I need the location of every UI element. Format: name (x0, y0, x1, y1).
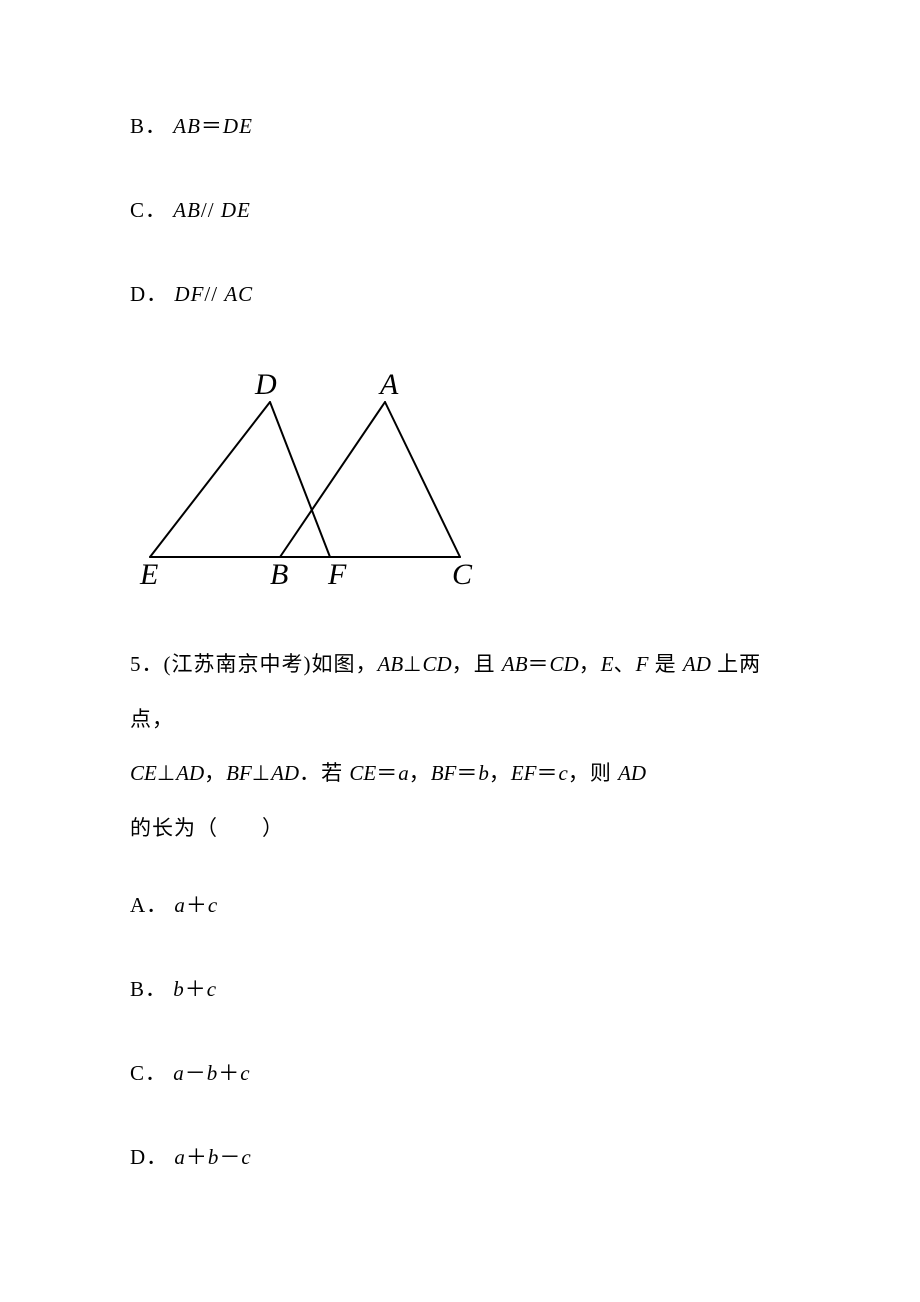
q5-eq3: ＝ (456, 761, 478, 785)
q5-perp2: ⊥ (157, 761, 176, 785)
option-B-prefix: B． (130, 114, 167, 138)
choice-D-op1: ＋ (186, 1145, 208, 1169)
choice-D: D． a＋b－c (130, 1141, 800, 1171)
q5-conj1: ，且 (452, 652, 502, 676)
q5-var-b: b (478, 761, 489, 785)
q5-seg9: AD (618, 761, 646, 785)
svg-text:F: F (327, 558, 347, 591)
triangle-svg: D A E B F C (130, 362, 490, 592)
svg-text:C: C (452, 558, 473, 591)
choice-A-a: a (174, 893, 186, 917)
q5-seg5b: AD (271, 761, 299, 785)
option-C-prefix: C． (130, 198, 167, 222)
svg-text:E: E (139, 558, 158, 591)
option-B-lhs: AB (173, 114, 201, 138)
choice-B: B． b＋c (130, 973, 800, 1003)
q5-tail2: 的长为（ ） (130, 816, 284, 840)
choice-B-b: c (207, 977, 217, 1001)
q5-conj3: ， (204, 761, 226, 785)
q5-conj4: ， (409, 761, 431, 785)
q5-pts-sep: 、 (614, 652, 636, 676)
choice-D-b: b (208, 1145, 220, 1169)
choice-C-op1: － (185, 1061, 207, 1085)
option-B: B． AB＝DE (130, 110, 800, 140)
q5-seg3: AD (683, 652, 711, 676)
choice-A-prefix: A． (130, 893, 168, 917)
q5-seg4a: CE (130, 761, 157, 785)
q5-eq4: ＝ (537, 761, 559, 785)
triangle-diagram: D A E B F C (130, 362, 800, 597)
q5-var-c: c (559, 761, 568, 785)
q5-seg2b: CD (550, 652, 579, 676)
choice-B-a: b (173, 977, 185, 1001)
q5-period: ．若 (299, 761, 349, 785)
choice-C-a: a (173, 1061, 185, 1085)
q5-eq2: ＝ (376, 761, 398, 785)
choice-C: C． a－b＋c (130, 1057, 800, 1087)
choice-A-b: c (208, 893, 218, 917)
q5-num: 5． (130, 652, 164, 676)
option-C-lhs: AB (173, 198, 201, 222)
q5-src: (江苏南京中考)如图， (164, 652, 378, 676)
q5-seg4b: AD (176, 761, 204, 785)
option-B-rhs: DE (223, 114, 253, 138)
q5-conj2: ， (579, 652, 601, 676)
option-D-lhs: DF (174, 282, 204, 306)
choice-D-prefix: D． (130, 1145, 168, 1169)
option-B-rel: ＝ (201, 114, 223, 138)
q5-perp3: ⊥ (252, 761, 271, 785)
svg-text:D: D (254, 368, 277, 401)
q5-seg7a: BF (431, 761, 457, 785)
q5-perp1: ⊥ (403, 652, 422, 676)
choice-C-op2: ＋ (218, 1061, 240, 1085)
q5-conj5: ， (489, 761, 511, 785)
q5-seg6a: CE (349, 761, 376, 785)
choice-C-b: b (207, 1061, 219, 1085)
choice-C-c: c (240, 1061, 250, 1085)
q5-seg1b: CD (422, 652, 451, 676)
q5-pts: E (601, 652, 614, 676)
q5-pts2: F (636, 652, 649, 676)
option-D-rel: // (204, 282, 224, 306)
question-5: 5．(江苏南京中考)如图，AB⊥CD，且 AB＝CD，E、F 是 AD 上两点，… (130, 637, 800, 855)
option-C: C． AB// DE (130, 194, 800, 224)
svg-text:B: B (270, 558, 288, 591)
choice-D-op2: － (219, 1145, 241, 1169)
q5-seg1a: AB (378, 652, 404, 676)
q5-tail1: 是 (648, 652, 683, 676)
option-D-rhs: AC (224, 282, 253, 306)
page-container: B． AB＝DE C． AB// DE D． DF// AC DAEBFC 5．… (0, 0, 920, 1171)
svg-text:A: A (378, 368, 399, 401)
choice-C-prefix: C． (130, 1061, 167, 1085)
choice-D-c: c (241, 1145, 251, 1169)
option-C-rhs: DE (221, 198, 251, 222)
q5-var-a: a (398, 761, 409, 785)
choice-A: A． a＋c (130, 889, 800, 919)
choice-A-op1: ＋ (186, 893, 208, 917)
option-C-rel: // (201, 198, 221, 222)
q5-conj6: ，则 (568, 761, 618, 785)
q5-seg5a: BF (226, 761, 252, 785)
q5-eq: ＝ (528, 652, 550, 676)
option-D: D． DF// AC (130, 278, 800, 308)
choice-D-a: a (174, 1145, 186, 1169)
choice-B-prefix: B． (130, 977, 167, 1001)
q5-seg8a: EF (511, 761, 537, 785)
choice-B-op1: ＋ (185, 977, 207, 1001)
q5-seg2a: AB (502, 652, 528, 676)
option-D-prefix: D． (130, 282, 168, 306)
